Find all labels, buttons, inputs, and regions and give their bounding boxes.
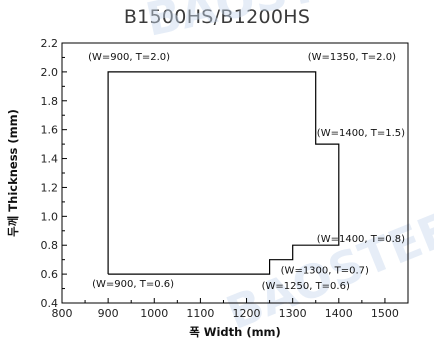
point-annotation: (W=900, T=2.0) [88,52,170,63]
watermark-text: BAOSTEEL [141,0,413,47]
point-annotation: (W=1400, T=1.5) [317,128,405,139]
x-tick-label: 800 [52,307,73,320]
series-layer [107,71,340,275]
y-tick-label: 2.0 [41,66,59,79]
x-tick-label: 1300 [279,307,307,320]
y-tick-label: 1.2 [41,181,59,194]
point-annotation: (W=1350, T=2.0) [308,52,396,63]
annotation-layer: (W=900, T=2.0) (W=1350, T=2.0) (W=1400, T=… [88,52,405,292]
y-tick-label: 1.4 [41,153,59,166]
y-tick-label: 0.8 [41,239,59,252]
point-annotation: (W=900, T=0.6) [92,279,174,290]
x-tick-label: 1100 [186,307,214,320]
point-annotation: (W=1400, T=0.8) [317,234,405,245]
y-axis-title: 두께 Thickness (mm) [6,109,20,237]
x-tick-label: 1500 [371,307,399,320]
y-tick-label: 1.6 [41,124,59,137]
y-tick-label: 2.2 [41,37,59,50]
point-annotation: (W=1300, T=0.7) [281,266,369,277]
y-tick-label: 0.4 [41,297,59,310]
x-tick-label: 1000 [140,307,168,320]
axis-ticks [61,42,409,304]
x-tick-label: 1200 [233,307,261,320]
y-tick-label: 0.6 [41,268,59,281]
chart-title: B1500HS/B1200HS [123,6,311,28]
x-tick-label: 900 [98,307,119,320]
y-tick-label: 1.0 [41,210,59,223]
tick-labels: 800 900 1000 1100 1200 1300 1400 1500 0.4 0.6 0.8 1… [41,37,399,320]
series-line [107,71,340,275]
point-annotation: (W=1250, T=0.6) [262,281,350,292]
y-tick-label: 1.8 [41,95,59,108]
x-axis-title: 폭 Width (mm) [189,325,281,339]
x-tick-label: 1400 [325,307,353,320]
